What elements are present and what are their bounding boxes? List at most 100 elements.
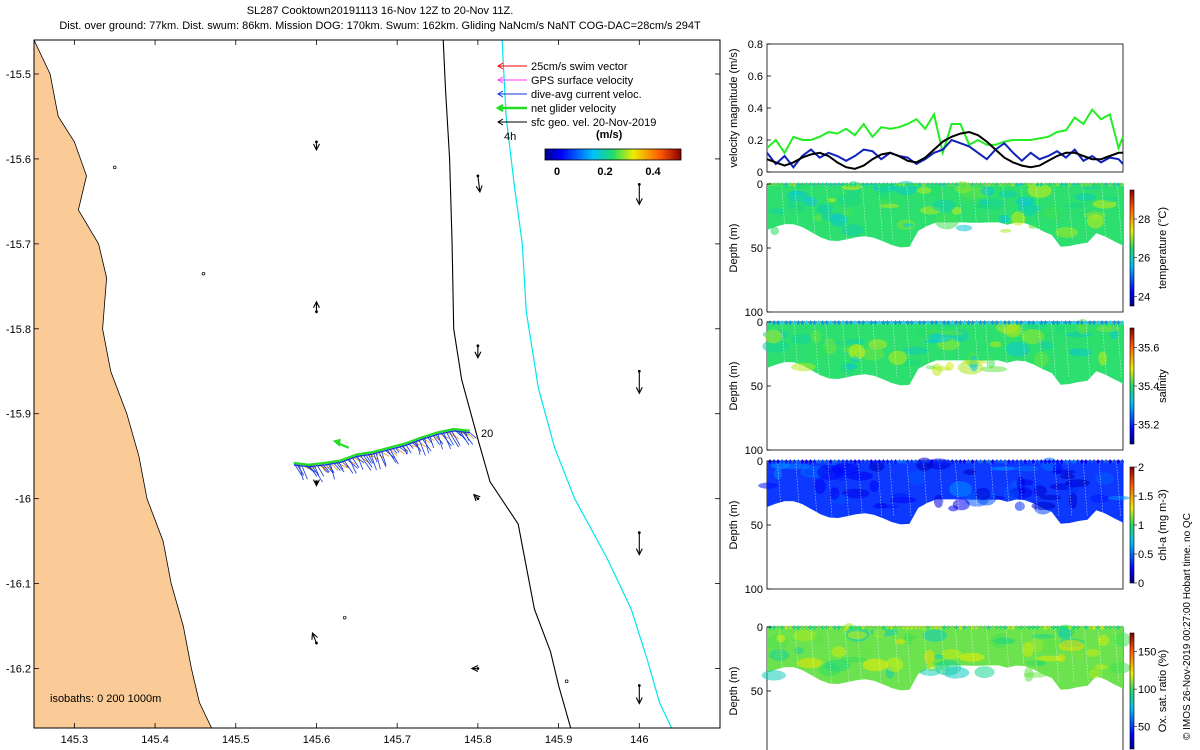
current-arrowhead — [475, 185, 483, 194]
glider-track-outline — [293, 430, 470, 468]
copyright-credit: © IMOS 26-Nov-2019 00:27:00 Hobart time.… — [1182, 513, 1193, 740]
surface-sample — [974, 625, 979, 631]
section-texture — [1103, 196, 1118, 203]
section-colorbar — [1129, 327, 1135, 445]
surface-sample — [808, 320, 813, 326]
section-texture — [1052, 469, 1076, 475]
surface-sample — [1039, 459, 1044, 465]
surface-sample — [1047, 320, 1052, 326]
surface-sample — [925, 459, 930, 465]
surface-sample — [1031, 320, 1036, 326]
surface-sample — [844, 459, 849, 465]
section-texture — [959, 191, 981, 202]
section-texture — [872, 504, 899, 509]
surface-sample — [986, 459, 991, 465]
section-texture — [835, 194, 862, 207]
surface-sample — [978, 625, 983, 631]
surface-sample — [1035, 625, 1040, 631]
surface-sample — [990, 625, 995, 631]
surface-sample — [925, 320, 930, 326]
surface-sample — [909, 320, 914, 326]
section-texture — [1071, 480, 1080, 487]
dac-vector — [356, 454, 364, 470]
surface-sample — [869, 182, 874, 188]
surface-sample — [909, 182, 914, 188]
surface-sample — [954, 320, 959, 326]
section-texture — [963, 469, 976, 475]
section-texture — [1086, 214, 1104, 229]
section-texture — [924, 649, 935, 665]
plot-header: SL287 Cooktown20191113 16-Nov 12Z to 20-… — [0, 4, 760, 34]
colorbar-tick-label: 0 — [1138, 578, 1144, 590]
surface-sample — [873, 625, 878, 631]
surface-sample — [873, 320, 878, 326]
surface-sample — [1043, 182, 1048, 188]
surface-sample — [1002, 320, 1007, 326]
surface-sample — [893, 182, 898, 188]
surface-sample — [1035, 320, 1040, 326]
surface-sample — [844, 182, 849, 188]
surface-sample — [1006, 182, 1011, 188]
surface-sample — [1055, 459, 1060, 465]
section-texture — [952, 498, 970, 511]
surface-sample — [812, 182, 817, 188]
section-texture — [844, 338, 865, 345]
surface-sample — [1027, 459, 1032, 465]
surface-sample — [942, 320, 947, 326]
surface-sample — [772, 459, 777, 465]
surface-sample — [974, 320, 979, 326]
section-texture — [842, 209, 853, 217]
surface-sample — [934, 625, 939, 631]
surface-sample — [938, 625, 943, 631]
surface-sample — [812, 320, 817, 326]
net-velocity-arrowhead — [332, 438, 341, 447]
surface-sample — [1051, 459, 1056, 465]
section-texture — [1023, 672, 1048, 678]
surface-sample — [873, 182, 878, 188]
surface-sample — [840, 625, 845, 631]
surface-sample — [824, 320, 829, 326]
surface-sample — [853, 182, 858, 188]
section-texture — [1036, 655, 1063, 662]
dac-vector — [445, 430, 454, 446]
surface-sample — [889, 459, 894, 465]
surface-sample — [865, 320, 870, 326]
surface-sample — [828, 182, 833, 188]
section-texture — [1040, 341, 1054, 351]
surface-sample — [1071, 182, 1076, 188]
surface-sample — [998, 459, 1003, 465]
surface-sample — [889, 182, 894, 188]
swim-vector — [421, 437, 430, 443]
surface-sample — [861, 320, 866, 326]
surface-sample — [1083, 320, 1088, 326]
surface-sample — [1104, 459, 1109, 465]
surface-sample — [1100, 459, 1105, 465]
section-texture — [1090, 494, 1109, 503]
surface-sample — [788, 625, 793, 631]
surface-sample — [849, 459, 853, 465]
surface-sample — [905, 182, 910, 188]
surface-sample — [998, 320, 1003, 326]
section-texture — [927, 329, 938, 335]
current-arrowhead — [474, 351, 482, 360]
surface-sample — [885, 625, 890, 631]
surface-sample — [877, 459, 882, 465]
glider-track — [293, 427, 470, 466]
surface-sample — [1063, 625, 1068, 631]
section-panel-1: 0 50 100 Depth (m) 35.2 35.4 35.6 salinity — [728, 317, 1169, 457]
colorbar-tick-label: 150 — [1138, 647, 1156, 659]
surface-sample — [917, 459, 922, 465]
section-texture — [762, 339, 790, 353]
surface-sample — [816, 182, 821, 188]
section-texture — [839, 656, 867, 663]
surface-sample — [788, 459, 793, 465]
legend-label: 25cm/s swim vector — [531, 61, 628, 73]
surface-sample — [954, 625, 959, 631]
section-texture — [858, 645, 873, 656]
section-texture — [916, 187, 932, 195]
colorbar-tick-label: 35.2 — [1138, 420, 1159, 432]
surface-sample — [857, 182, 862, 188]
current-arrowhead — [635, 548, 643, 556]
surface-sample — [1120, 320, 1125, 326]
surface-sample — [877, 625, 882, 631]
